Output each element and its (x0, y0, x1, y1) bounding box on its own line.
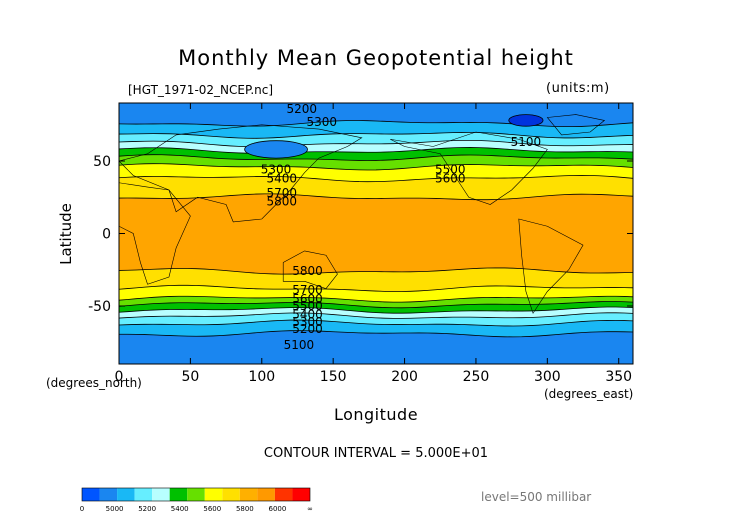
contour-line-0 (118, 120, 634, 128)
color-band-4 (119, 147, 633, 161)
coastline-0 (118, 124, 363, 223)
contour-label-9: 5800 (292, 264, 323, 278)
colorbar-swatch-1 (99, 488, 118, 501)
contour-line-6 (118, 175, 634, 183)
contour-line-8 (118, 267, 634, 275)
contour-line-2 (118, 139, 634, 148)
colorbar-swatch-5 (169, 488, 188, 501)
contour-line-11 (118, 301, 634, 309)
colorbar-swatch-3 (134, 488, 153, 501)
y-tick-label-0: 0 (102, 227, 111, 243)
x-tick-label-200: 200 (391, 369, 418, 385)
contour-line-1 (118, 132, 634, 139)
coastline-4 (518, 218, 584, 314)
colorbar-swatch-2 (117, 488, 135, 501)
contour-interval-label: CONTOUR INTERVAL = 5.000E+01 (263, 446, 489, 461)
y-tick-label-50: 50 (93, 154, 111, 170)
colorbar-swatch-7 (204, 488, 223, 501)
x-tick-label-50: 50 (181, 369, 199, 385)
coastline-1 (118, 182, 191, 285)
contour-label-10: 5700 (292, 283, 323, 297)
x-tick-label-300: 300 (534, 369, 561, 385)
colorbar-label-7: ∞ (307, 505, 313, 513)
color-band-11 (119, 296, 633, 308)
contour-line-10 (118, 295, 634, 303)
colorbar-label-1: 5000 (106, 505, 124, 513)
units-label: (units:m) (546, 81, 610, 96)
x-tick-label-150: 150 (320, 369, 347, 385)
contour-label-4: 5400 (266, 171, 297, 185)
contour-line-4 (118, 154, 634, 161)
colorbar-frame (81, 487, 311, 502)
colorbar-label-3: 5400 (171, 505, 189, 513)
colorbar-swatch-10 (257, 488, 275, 501)
colorbar-swatch-8 (222, 488, 240, 501)
colorbar-label-6: 6000 (269, 505, 287, 513)
low-center-1 (244, 140, 308, 159)
color-band-8 (119, 193, 633, 275)
contour-line-13 (118, 312, 634, 319)
contour-label-12: 5500 (292, 299, 323, 313)
contour-label-13: 5400 (292, 308, 323, 322)
x-axis-label: Longitude (333, 405, 419, 424)
chart-title: Monthly Mean Geopotential height (178, 46, 574, 70)
source-file-label: [HGT_1971-02_NCEP.nc] (128, 83, 274, 97)
colorbar-swatch-6 (187, 488, 205, 501)
color-band-7 (119, 175, 633, 200)
colorbar-label-5: 5800 (236, 505, 254, 513)
contour-label-8: 5800 (266, 195, 297, 209)
low-center-0 (508, 114, 544, 127)
contour-label-11: 5600 (292, 292, 323, 306)
coastline-2 (282, 250, 338, 289)
color-band-2 (119, 132, 633, 147)
y-tick-label--50: -50 (88, 299, 111, 315)
contour-label-16: 5100 (284, 338, 315, 352)
contour-line-12 (118, 306, 634, 314)
color-band-16 (119, 330, 633, 364)
color-band-6 (119, 163, 633, 182)
contour-label-14: 5300 (292, 315, 323, 329)
colorbar-swatch-11 (274, 488, 293, 501)
colorbar-swatch-9 (239, 488, 258, 501)
contour-line-3 (118, 147, 634, 154)
coastline-3 (390, 131, 548, 205)
colorbar-label-2: 5200 (138, 505, 156, 513)
contour-label-2: 5100 (511, 135, 542, 149)
color-band-15 (119, 320, 633, 337)
contour-line-7 (118, 193, 634, 201)
contour-label-7: 5700 (266, 186, 297, 200)
contour-label-1: 5300 (306, 115, 337, 129)
colorbar-swatch-12 (292, 488, 310, 501)
contour-line-9 (118, 284, 634, 292)
y-unit-label: (degrees_north) (46, 376, 142, 390)
color-band-5 (119, 154, 633, 170)
colorbar-swatch-4 (152, 488, 170, 501)
level-label: level=500 millibar (481, 490, 592, 504)
x-unit-label: (degrees_east) (544, 387, 634, 401)
colorbar-label-4: 5600 (203, 505, 221, 513)
x-tick-label-0: 0 (115, 369, 124, 385)
x-tick-label-350: 350 (605, 369, 632, 385)
colorbar-label-0: 0 (80, 505, 84, 513)
contour-line-15 (118, 330, 634, 338)
contour-label-3: 5300 (261, 163, 292, 177)
color-band-10 (119, 285, 633, 303)
x-tick-label-250: 250 (463, 369, 490, 385)
contour-line-5 (118, 163, 634, 171)
contour-label-6: 5600 (435, 171, 466, 185)
contour-label-0: 5200 (286, 102, 317, 116)
x-tick-label-100: 100 (248, 369, 275, 385)
contour-line-14 (118, 319, 634, 327)
color-band-0 (119, 103, 633, 127)
coastline-5 (546, 114, 606, 136)
contour-label-5: 5500 (435, 163, 466, 177)
contour-label-15: 5200 (292, 322, 323, 336)
colorbar-swatch-0 (82, 488, 100, 501)
